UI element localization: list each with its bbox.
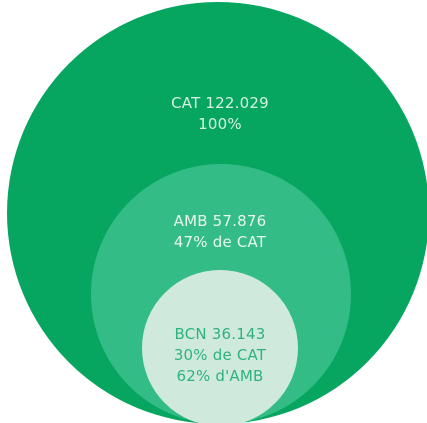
cat-label: CAT 122.029 — [171, 94, 269, 112]
bcn-percent-cat: 30% de CAT — [174, 346, 267, 364]
bcn-percent-amb: 62% d'AMB — [176, 367, 263, 385]
bcn-circle — [142, 270, 298, 423]
bcn-label: BCN 36.143 — [175, 325, 266, 343]
amb-label: AMB 57.876 — [174, 212, 267, 230]
cat-percent: 100% — [198, 115, 242, 133]
amb-percent: 47% de CAT — [174, 233, 267, 251]
